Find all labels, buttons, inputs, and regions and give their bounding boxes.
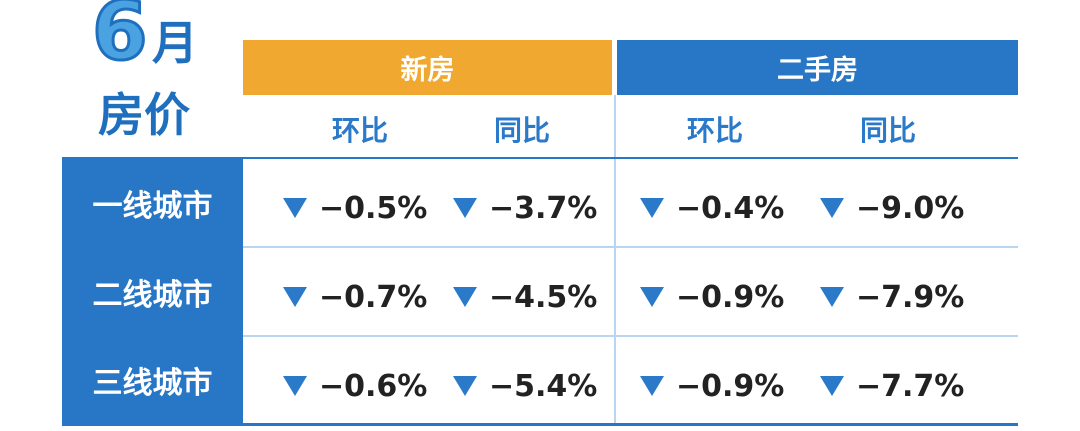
cell: −7.7% [820, 341, 964, 431]
cell-value: −3.7% [489, 190, 598, 226]
row-label: 三线城市 [62, 336, 243, 423]
row-label: 二线城市 [62, 247, 243, 336]
cell-value: −9.0% [856, 190, 965, 226]
divider [614, 95, 616, 425]
down-arrow [640, 376, 664, 396]
cell: −0.5% [283, 163, 427, 253]
down-arrow [283, 198, 307, 218]
group-header: 新房 [243, 40, 612, 95]
row-divider [243, 246, 1018, 248]
cell-value: −5.4% [489, 368, 598, 404]
title-subject: 房价 [98, 88, 190, 142]
row-label: 一线城市 [62, 158, 243, 247]
down-arrow [640, 287, 664, 307]
down-arrow [820, 198, 844, 218]
down-arrow [283, 287, 307, 307]
cell-value: −0.5% [319, 190, 428, 226]
cell-value: −7.9% [856, 279, 965, 315]
column-header: 同比 [493, 114, 550, 147]
divider [62, 423, 1018, 426]
cell: −7.9% [820, 252, 964, 342]
cell: −0.9% [640, 252, 784, 342]
title-unit: 月 [152, 16, 198, 70]
cell-value: −0.4% [676, 190, 785, 226]
cell: −0.4% [640, 163, 784, 253]
group-header: 二手房 [617, 40, 1018, 95]
cell-value: −0.9% [676, 368, 785, 404]
column-header: 环比 [686, 114, 743, 147]
row-divider [243, 335, 1018, 337]
column-header: 环比 [331, 114, 388, 147]
down-arrow [640, 198, 664, 218]
down-arrow [453, 287, 477, 307]
cell: −4.5% [453, 252, 597, 342]
column-header: 同比 [859, 114, 916, 147]
title-number: 6 [91, 0, 150, 78]
cell-value: −0.7% [319, 279, 428, 315]
cell: −5.4% [453, 341, 597, 431]
cell-value: −4.5% [489, 279, 598, 315]
cell-value: −0.6% [319, 368, 428, 404]
down-arrow [820, 376, 844, 396]
cell: −0.6% [283, 341, 427, 431]
down-arrow [283, 376, 307, 396]
cell: −3.7% [453, 163, 597, 253]
cell: −9.0% [820, 163, 964, 253]
down-arrow [453, 198, 477, 218]
divider [62, 157, 1018, 159]
down-arrow [820, 287, 844, 307]
down-arrow [453, 376, 477, 396]
cell: −0.9% [640, 341, 784, 431]
cell-value: −7.7% [856, 368, 965, 404]
cell-value: −0.9% [676, 279, 785, 315]
cell: −0.7% [283, 252, 427, 342]
